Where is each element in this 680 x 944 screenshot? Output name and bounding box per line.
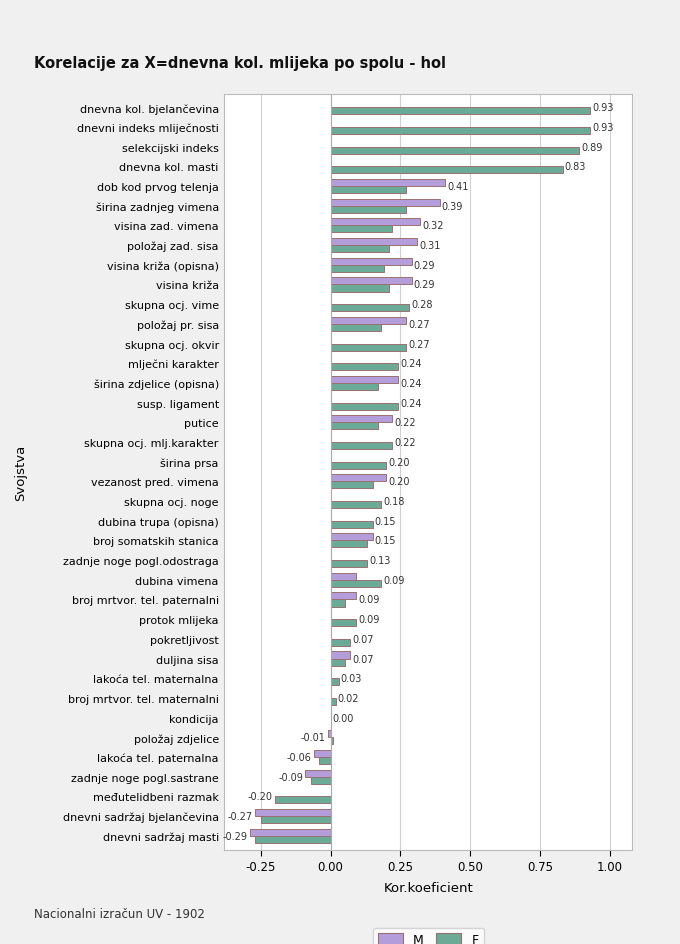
Bar (328, 731, 330, 737)
Bar (330, 127, 590, 135)
Text: -0.06: -0.06 (287, 752, 311, 762)
Bar (330, 501, 381, 509)
Text: 0.27: 0.27 (408, 319, 430, 329)
Bar (330, 423, 378, 430)
Text: 0.22: 0.22 (394, 437, 416, 447)
Bar (330, 699, 336, 705)
Bar (330, 377, 398, 383)
Bar (260, 817, 330, 823)
Bar (330, 619, 356, 627)
Text: 0.24: 0.24 (400, 379, 422, 389)
Bar (305, 769, 330, 777)
Text: 0.09: 0.09 (358, 615, 379, 625)
Bar (330, 541, 367, 548)
Text: 0.29: 0.29 (414, 261, 435, 271)
Text: 0.22: 0.22 (394, 418, 416, 428)
Text: 0.32: 0.32 (422, 221, 444, 231)
Bar (330, 199, 439, 207)
Text: 0.29: 0.29 (414, 280, 435, 290)
Bar (330, 265, 384, 273)
Bar (330, 679, 339, 685)
Text: 0.20: 0.20 (389, 477, 410, 487)
Text: -0.20: -0.20 (248, 791, 273, 801)
X-axis label: Kor.koeficient: Kor.koeficient (384, 882, 473, 894)
Bar (330, 581, 381, 587)
Bar (330, 219, 420, 227)
Text: 0.93: 0.93 (593, 123, 614, 133)
Y-axis label: Svojstva: Svojstva (14, 444, 28, 500)
Text: -0.01: -0.01 (301, 733, 326, 743)
Bar (330, 599, 345, 607)
Bar (330, 109, 590, 115)
Text: 0.83: 0.83 (565, 162, 586, 172)
Bar (330, 325, 381, 331)
Bar (330, 659, 345, 666)
Bar (330, 561, 367, 567)
Bar (330, 305, 409, 312)
Text: 0.07: 0.07 (352, 634, 374, 644)
Bar (330, 415, 392, 423)
Text: 0.31: 0.31 (420, 241, 441, 251)
Bar (330, 187, 406, 194)
Bar (330, 651, 350, 659)
Text: 0.02: 0.02 (337, 693, 359, 703)
Bar (320, 757, 330, 765)
Bar (330, 573, 356, 581)
Bar (330, 521, 373, 529)
Bar (330, 278, 411, 285)
Bar (330, 179, 445, 187)
Bar (275, 797, 330, 803)
Bar (330, 593, 356, 599)
Bar (250, 829, 330, 835)
Text: 0.24: 0.24 (400, 359, 422, 369)
Bar (330, 227, 392, 233)
Text: 0.89: 0.89 (581, 143, 603, 153)
Text: 0.13: 0.13 (369, 555, 390, 565)
Bar (330, 245, 389, 253)
Bar (330, 317, 406, 325)
Bar (330, 207, 406, 213)
Text: 0.39: 0.39 (442, 201, 463, 211)
Text: 0.93: 0.93 (593, 103, 614, 113)
Text: 0.03: 0.03 (341, 673, 362, 683)
Bar (330, 639, 350, 647)
Text: -0.27: -0.27 (228, 811, 253, 821)
Bar (330, 443, 392, 449)
Bar (255, 835, 330, 843)
Bar (330, 383, 378, 391)
Text: Nacionalni izračun UV - 1902: Nacionalni izračun UV - 1902 (34, 907, 205, 920)
Text: 0.00: 0.00 (332, 713, 354, 723)
Text: 0.24: 0.24 (400, 398, 422, 408)
Text: 0.27: 0.27 (408, 339, 430, 349)
Text: Korelacije za X=dnevna kol. mlijeka po spolu - hol: Korelacije za X=dnevna kol. mlijeka po s… (34, 56, 446, 71)
Bar (330, 345, 406, 351)
Bar (330, 259, 411, 265)
Bar (330, 363, 398, 371)
Bar (330, 463, 386, 469)
Bar (255, 809, 330, 817)
Bar (330, 737, 333, 745)
Bar (330, 147, 579, 155)
Text: 0.41: 0.41 (447, 182, 469, 192)
Bar (314, 750, 330, 757)
Bar (330, 403, 398, 411)
Bar (330, 285, 389, 293)
Bar (330, 167, 562, 175)
Text: 0.15: 0.15 (375, 516, 396, 526)
Legend: M, F: M, F (373, 928, 483, 944)
Text: 0.20: 0.20 (389, 457, 410, 467)
Text: 0.09: 0.09 (383, 575, 405, 585)
Bar (311, 777, 330, 784)
Bar (330, 533, 373, 541)
Text: 0.28: 0.28 (411, 300, 432, 310)
Text: 0.07: 0.07 (352, 654, 374, 664)
Text: 0.15: 0.15 (375, 536, 396, 546)
Bar (330, 239, 418, 245)
Bar (330, 481, 373, 489)
Text: -0.29: -0.29 (222, 831, 248, 841)
Text: 0.18: 0.18 (383, 497, 405, 507)
Text: 0.09: 0.09 (358, 595, 379, 605)
Text: -0.09: -0.09 (278, 772, 303, 782)
Bar (330, 475, 386, 481)
